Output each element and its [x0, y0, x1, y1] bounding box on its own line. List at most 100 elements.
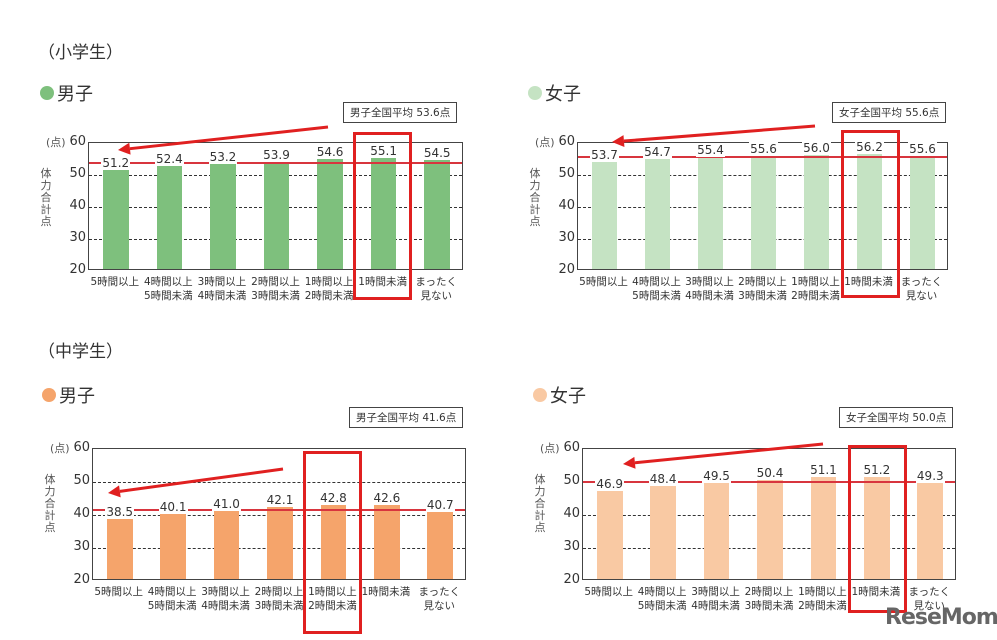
bar-value-label: 40.7 [425, 497, 455, 512]
bar-value-label: 42.1 [265, 493, 295, 508]
highlight-box [353, 132, 412, 300]
x-category-label: 4時間以上 5時間未満 [147, 586, 197, 612]
bar-value-label: 49.5 [702, 468, 731, 483]
y-tick-label: 60 [69, 134, 86, 149]
heading-jh-boys: 男子 [42, 382, 95, 408]
bar-value-label: 53.9 [262, 147, 291, 162]
section-title-junior-high: （中学生） [38, 342, 123, 362]
y-unit-label: (点) [540, 442, 560, 455]
y-tick-label: 40 [73, 506, 90, 521]
x-category-label: 2時間以上 3時間未満 [744, 586, 794, 612]
heading-label: 男子 [57, 84, 93, 105]
x-category-label: 3時間以上 4時間未満 [197, 276, 247, 302]
heading-label: 女子 [550, 386, 586, 407]
y-tick-label: 40 [558, 198, 575, 213]
y-unit-label: (点) [50, 442, 70, 455]
x-category-label: 1時間以上 2時間未満 [308, 586, 357, 612]
arrow-icon [623, 442, 824, 469]
x-category-label: まったく 見ない [908, 586, 951, 612]
y-axis-title: 体力合計点 [40, 167, 52, 228]
bar [370, 156, 397, 269]
bar-value-label: 42.8 [319, 490, 348, 505]
y-unit-label: (点) [535, 136, 555, 149]
bar-value-label: 50.4 [755, 465, 785, 480]
bar-value-label: 56.0 [802, 140, 831, 155]
legend-dot-icon [528, 86, 542, 100]
x-category-label: 1時間以上 2時間未満 [304, 276, 354, 302]
bar-value-label: 55.4 [696, 142, 725, 157]
y-tick-label: 20 [69, 262, 86, 277]
bar-value-label: 41.0 [212, 496, 241, 511]
highlight-box [848, 445, 907, 613]
bar [317, 158, 343, 269]
national-average-label: 女子全国平均 50.0点 [839, 407, 954, 428]
heading-es-girls: 女子 [528, 80, 581, 106]
plot-area: 53.7 54.7 55.4 55.6 56.0 56.2 55.6 [577, 140, 948, 270]
national-average-label: 男子全国平均 53.6点 [343, 102, 458, 123]
bar [909, 155, 936, 269]
bar [591, 161, 618, 269]
y-axis-title: 体力合計点 [529, 167, 541, 228]
bar [160, 512, 186, 579]
y-tick-label: 20 [558, 262, 575, 277]
bar-value-label: 53.7 [590, 148, 619, 163]
bar [856, 153, 883, 269]
x-category-label: 5時間以上 [584, 586, 634, 598]
x-category-label: 2時間以上 3時間未満 [254, 586, 304, 612]
legend-dot-icon [42, 388, 56, 402]
x-category-label: 1時間未満 [361, 586, 411, 598]
bar-value-label: 52.4 [154, 152, 184, 167]
y-tick-label: 50 [69, 166, 86, 181]
bar-value-label: 54.5 [422, 145, 452, 160]
x-category-label: まったく 見ない [900, 276, 943, 302]
bar-value-label: 55.6 [908, 142, 937, 157]
bar [263, 160, 290, 269]
x-category-label: 1時間以上 2時間未満 [798, 586, 847, 612]
bar-value-label: 48.4 [648, 472, 678, 487]
bar-value-label: 46.9 [595, 477, 625, 492]
bar [750, 155, 777, 269]
bar [917, 482, 944, 579]
y-tick-label: 50 [558, 166, 575, 181]
legend-dot-icon [533, 388, 547, 402]
y-axis-title: 体力合計点 [44, 473, 56, 534]
resemom-watermark: ReseMom. [885, 605, 997, 630]
national-average-line [93, 508, 465, 511]
bar [810, 476, 837, 579]
y-axis-title: 体力合計点 [534, 473, 546, 534]
x-category-label: 4時間以上 5時間未満 [144, 276, 193, 302]
x-category-label: まったく 見ない [415, 276, 457, 302]
heading-label: 女子 [545, 84, 581, 105]
bar [803, 153, 830, 269]
plot-area: 51.2 52.4 53.2 53.9 54.6 55.1 54.5 [88, 142, 463, 270]
x-category-label: 5時間以上 [579, 276, 628, 288]
bar-value-label: 51.1 [809, 463, 838, 478]
bar [213, 509, 240, 579]
bar [267, 506, 293, 579]
x-category-label: 4時間以上 5時間未満 [637, 586, 687, 612]
highlight-box [841, 130, 900, 298]
gridline [93, 482, 465, 483]
arrow-icon [118, 125, 329, 155]
x-category-label: 3時間以上 4時間未満 [201, 586, 250, 612]
y-tick-label: 60 [73, 440, 90, 455]
bar-value-label: 55.1 [369, 143, 398, 158]
y-tick-label: 20 [563, 572, 580, 587]
y-tick-label: 30 [558, 230, 575, 245]
bar-value-label: 55.6 [749, 142, 778, 157]
x-category-label: 1時間未満 [851, 586, 901, 598]
bar [102, 169, 129, 269]
x-category-label: 2時間以上 3時間未満 [738, 276, 787, 302]
bar [697, 155, 724, 269]
bar-value-label: 56.2 [855, 140, 884, 155]
bar-value-label: 54.6 [315, 145, 345, 160]
bar [864, 476, 890, 579]
y-tick-label: 40 [69, 198, 86, 213]
bar [703, 481, 730, 579]
y-tick-label: 30 [73, 539, 90, 554]
heading-label: 男子 [59, 386, 95, 407]
national-average-line [583, 481, 955, 483]
y-tick-label: 40 [563, 506, 580, 521]
bar [320, 503, 347, 579]
x-category-label: 3時間以上 4時間未満 [685, 276, 734, 302]
